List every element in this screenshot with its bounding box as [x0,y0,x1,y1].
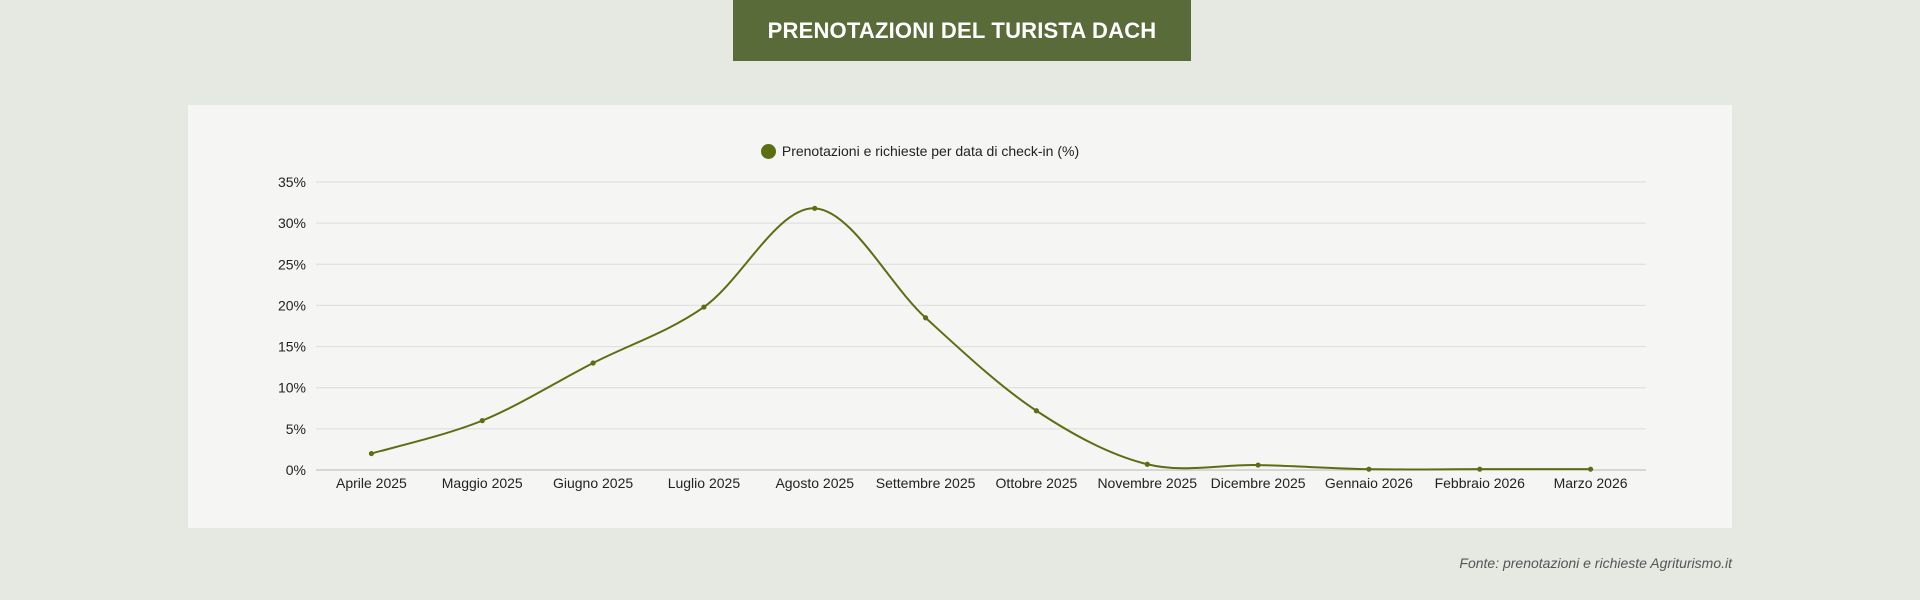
data-point [812,205,818,211]
data-point [1144,461,1150,467]
data-point [479,418,485,424]
y-tick-label: 25% [278,256,306,272]
x-tick-label: Luglio 2025 [668,475,741,491]
data-point [590,360,596,366]
x-tick-label: Marzo 2026 [1554,475,1628,491]
x-tick-label: Febbraio 2026 [1435,475,1526,491]
chart-title-banner: PRENOTAZIONI DEL TURISTA DACH [733,0,1191,61]
data-point [1587,466,1594,472]
chart-panel: Prenotazioni e richieste per data di che… [188,105,1732,528]
x-tick-label: Maggio 2025 [442,475,523,491]
x-tick-label: Gennaio 2026 [1325,475,1413,491]
y-tick-label: 20% [278,297,306,313]
line-chart: 0% 5% 10% 15% 20% 25% 30% 35% Aprile 2025 Maggio … [278,174,1646,491]
y-tick-label: 15% [278,339,306,355]
series-line [371,207,1591,471]
legend-marker-icon [760,143,776,159]
y-tick-label: 35% [278,174,306,190]
chart-title: PRENOTAZIONI DEL TURISTA DACH [767,17,1157,43]
x-tick-label: Ottobre 2025 [996,475,1078,491]
y-tick-label: 5% [286,421,306,437]
data-point [1477,466,1483,472]
legend-label[interactable]: Prenotazioni e richieste per data di che… [781,143,1080,159]
x-tick-label: Giugno 2025 [553,475,633,491]
x-tick-label: Novembre 2025 [1097,475,1197,491]
x-tick-label: Aprile 2025 [336,475,407,491]
y-tick-label: 30% [278,215,306,231]
y-tick-label: 0% [286,462,306,478]
x-tick-label: Dicembre 2025 [1211,475,1306,491]
data-point [368,450,375,457]
data-point [922,315,929,321]
data-point [1255,462,1261,468]
source-note: Fonte: prenotazioni e richieste Agrituri… [1459,555,1732,571]
x-tick-label: Settembre 2025 [876,475,976,491]
data-point [701,304,707,310]
y-tick-label: 10% [278,380,306,396]
data-point [1366,466,1372,472]
x-tick-label: Agosto 2025 [775,475,854,491]
data-point [1033,408,1040,414]
chart-legend: Prenotazioni e richieste per data di che… [188,143,1652,159]
